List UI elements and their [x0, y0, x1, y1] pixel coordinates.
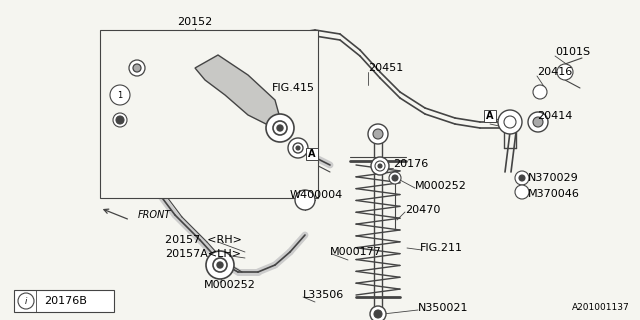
Text: A201001137: A201001137 [572, 303, 630, 312]
Circle shape [533, 85, 547, 99]
Text: A: A [486, 111, 493, 121]
Circle shape [277, 125, 283, 131]
Circle shape [288, 138, 308, 158]
Text: M000177: M000177 [330, 247, 382, 257]
Text: 20176: 20176 [393, 159, 428, 169]
Circle shape [18, 293, 34, 309]
Text: 0101S: 0101S [555, 47, 590, 57]
Circle shape [533, 117, 543, 127]
Circle shape [515, 171, 529, 185]
Text: A: A [308, 149, 316, 159]
Text: 20152: 20152 [177, 17, 212, 27]
Circle shape [370, 306, 386, 320]
Bar [484, 110, 496, 122]
Text: FIG.211: FIG.211 [420, 243, 463, 253]
Circle shape [528, 112, 548, 132]
Text: FRONT: FRONT [138, 210, 172, 220]
Circle shape [378, 164, 382, 168]
Circle shape [295, 190, 315, 210]
Circle shape [293, 143, 303, 153]
Text: N350021: N350021 [418, 303, 468, 313]
Bar [100, 30, 318, 198]
Circle shape [515, 185, 529, 199]
Text: W400004: W400004 [290, 190, 343, 200]
Circle shape [498, 110, 522, 134]
Circle shape [266, 114, 294, 142]
Circle shape [371, 157, 389, 175]
Circle shape [504, 116, 516, 128]
Text: 20416: 20416 [537, 67, 572, 77]
Circle shape [206, 251, 234, 279]
Text: 20470: 20470 [405, 205, 440, 215]
Text: FIG.415: FIG.415 [272, 83, 315, 93]
Circle shape [273, 121, 287, 135]
Text: 20176B: 20176B [44, 296, 87, 306]
Circle shape [110, 85, 130, 105]
Polygon shape [112, 48, 282, 168]
Circle shape [557, 64, 573, 80]
Text: M370046: M370046 [528, 189, 580, 199]
Bar [306, 148, 318, 160]
Circle shape [375, 161, 385, 171]
Circle shape [519, 175, 525, 181]
Circle shape [374, 310, 382, 318]
Circle shape [129, 60, 145, 76]
Text: L33506: L33506 [303, 290, 344, 300]
Text: 1: 1 [117, 91, 123, 100]
Circle shape [392, 175, 398, 181]
Bar [14, 290, 114, 312]
Text: M000252: M000252 [204, 280, 256, 290]
Text: i: i [25, 297, 27, 306]
Polygon shape [195, 55, 280, 125]
Circle shape [133, 64, 141, 72]
Circle shape [296, 146, 300, 150]
Circle shape [116, 116, 124, 124]
Text: 20157  <RH>: 20157 <RH> [165, 235, 242, 245]
Circle shape [213, 258, 227, 272]
Circle shape [113, 113, 127, 127]
Text: M000252: M000252 [415, 181, 467, 191]
Circle shape [217, 262, 223, 268]
Text: N370029: N370029 [528, 173, 579, 183]
Circle shape [389, 172, 401, 184]
Text: 20451: 20451 [368, 63, 403, 73]
Text: 20414: 20414 [537, 111, 572, 121]
Circle shape [368, 124, 388, 144]
Text: 20157A<LH>: 20157A<LH> [165, 249, 241, 259]
Circle shape [373, 129, 383, 139]
